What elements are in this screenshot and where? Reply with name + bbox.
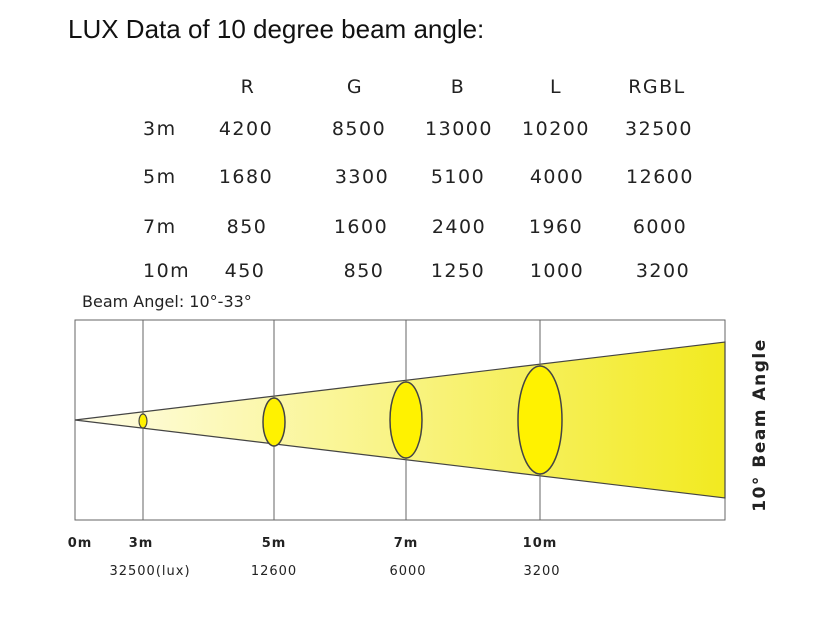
column-header-b: B	[450, 76, 466, 98]
column-header-rgbl: RGBL	[628, 76, 686, 98]
beam-ellipse-3m	[138, 413, 148, 429]
axis-label-3m: 3m	[128, 536, 154, 551]
beam-ellipse-10m	[517, 365, 563, 475]
lux-label-5m: 12600	[250, 564, 298, 579]
table-cell: 1960	[528, 216, 584, 238]
beam-ellipse-7m	[389, 381, 423, 459]
table-cell: 1600	[333, 216, 389, 238]
table-cell: 8500	[331, 118, 387, 140]
table-cell: 4200	[218, 118, 274, 140]
row-label-7m: 7m	[143, 216, 177, 238]
table-cell: 12600	[626, 166, 694, 188]
table-cell: 32500	[625, 118, 693, 140]
axis-label-0m: 0m	[67, 536, 93, 551]
column-header-r: R	[240, 76, 256, 98]
table-cell: 10200	[522, 118, 590, 140]
row-label-5m: 5m	[143, 166, 177, 188]
table-cell: 13000	[425, 118, 493, 140]
axis-label-5m: 5m	[261, 536, 287, 551]
row-label-3m: 3m	[143, 118, 177, 140]
table-cell: 850	[226, 216, 268, 238]
column-header-l: L	[549, 76, 563, 98]
table-cell: 450	[224, 260, 266, 282]
column-header-g: G	[346, 76, 364, 98]
lux-label-10m: 3200	[523, 564, 561, 579]
axis-label-10m: 10m	[522, 536, 558, 551]
lux-label-7m: 6000	[389, 564, 427, 579]
table-cell: 850	[343, 260, 385, 282]
table-cell: 3300	[334, 166, 390, 188]
page-title: LUX Data of 10 degree beam angle:	[68, 14, 485, 44]
table-cell: 4000	[529, 166, 585, 188]
beam-angle-text: Beam Angel: 10°-33°	[82, 292, 252, 311]
table-cell: 5100	[430, 166, 486, 188]
table-cell: 1250	[430, 260, 486, 282]
table-cell: 1000	[529, 260, 585, 282]
lux-label-3m: 32500(lux)	[109, 564, 191, 579]
table-cell: 3200	[635, 260, 691, 282]
axis-label-7m: 7m	[393, 536, 419, 551]
table-cell: 2400	[431, 216, 487, 238]
beam-angle-side-label: 10° Beam Angle	[750, 338, 770, 512]
row-label-10m: 10m	[143, 260, 191, 282]
beam-ellipse-5m	[262, 397, 286, 447]
table-cell: 6000	[632, 216, 688, 238]
table-cell: 1680	[218, 166, 274, 188]
